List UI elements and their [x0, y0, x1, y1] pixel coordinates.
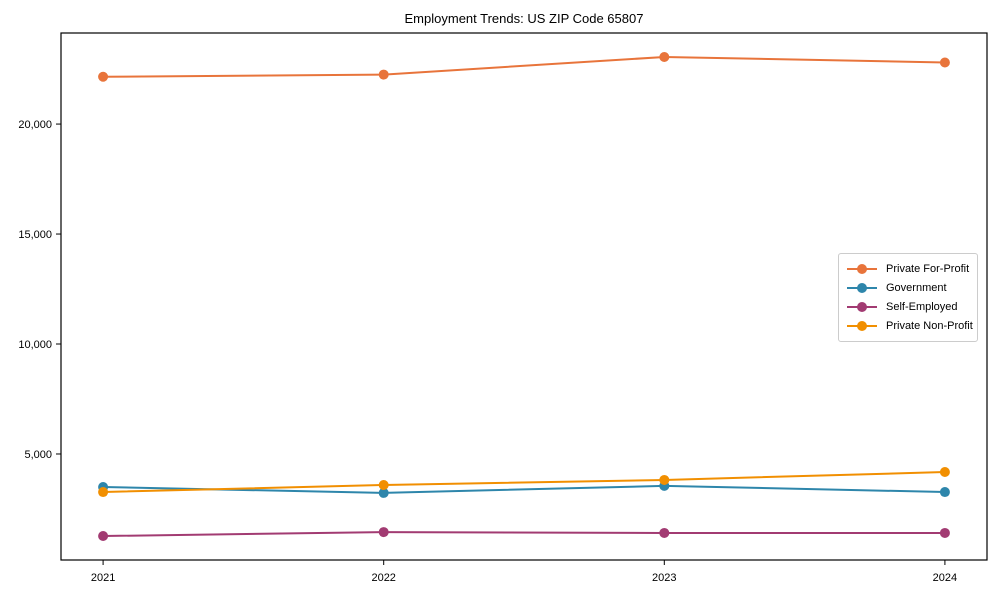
- plot-frame: [60, 32, 988, 561]
- legend-item: Government: [847, 278, 969, 297]
- data-point-marker: [939, 487, 950, 498]
- legend-label: Self-Employed: [886, 301, 958, 314]
- series-line: [103, 531, 945, 538]
- y-tick-label: 20,000: [18, 119, 52, 131]
- series-line: [103, 55, 945, 78]
- x-tick-label: 2023: [652, 572, 676, 584]
- legend-swatch-icon: [847, 301, 877, 313]
- data-point-marker: [659, 474, 670, 485]
- data-point-marker: [939, 57, 950, 68]
- data-point-marker: [659, 51, 670, 62]
- legend-item: Private Non-Profit: [847, 317, 973, 336]
- data-point-marker: [378, 527, 389, 538]
- y-tick-label: 5,000: [24, 449, 52, 461]
- data-point-marker: [98, 71, 109, 82]
- y-tick-label: 15,000: [18, 229, 52, 241]
- legend-label: Private Non-Profit: [886, 320, 973, 333]
- x-tick-label: 2024: [933, 572, 957, 584]
- legend-swatch-icon: [847, 263, 877, 275]
- legend-swatch-icon: [847, 282, 877, 294]
- legend-item: Private For-Profit: [847, 259, 969, 278]
- legend-swatch-icon: [847, 320, 877, 332]
- x-tick-label: 2021: [91, 572, 115, 584]
- data-point-marker: [98, 531, 109, 542]
- data-point-marker: [939, 467, 950, 478]
- x-tick-label: 2022: [371, 572, 395, 584]
- legend-label: Private For-Profit: [886, 262, 970, 275]
- legend-label: Government: [886, 281, 947, 294]
- chart-title: Employment Trends: US ZIP Code 65807: [404, 11, 644, 26]
- series-line: [103, 484, 945, 494]
- data-point-marker: [378, 487, 389, 498]
- legend-item: Self-Employed: [847, 298, 969, 317]
- series-line: [103, 471, 945, 494]
- data-point-marker: [939, 527, 950, 538]
- y-tick-label: 10,000: [18, 339, 52, 351]
- legend: Private For-Profit Government Self-Emplo…: [838, 253, 978, 342]
- data-point-marker: [659, 527, 670, 538]
- data-point-marker: [378, 479, 389, 490]
- data-point-marker: [378, 69, 389, 80]
- data-point-marker: [98, 487, 109, 498]
